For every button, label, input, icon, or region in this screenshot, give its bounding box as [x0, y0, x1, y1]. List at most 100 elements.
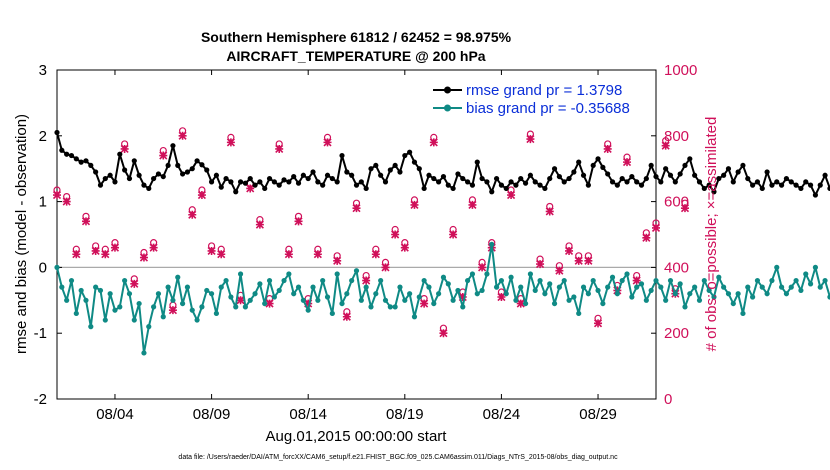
bias-point	[474, 291, 480, 297]
rmse-point	[208, 179, 215, 185]
rmse-point	[701, 185, 707, 192]
obs-assimilated-marker	[120, 144, 129, 154]
obs-assimilated-marker	[188, 210, 197, 219]
rmse-point	[571, 169, 577, 175]
rmse-point	[97, 182, 104, 188]
bias-point	[619, 277, 625, 284]
obs-possible-marker	[111, 239, 119, 247]
obs-assimilated-marker	[603, 144, 612, 154]
rmse-point	[349, 172, 355, 178]
bias-point	[184, 284, 191, 290]
rmse-point	[179, 171, 186, 177]
bias-point	[151, 304, 157, 310]
rmse-point	[498, 182, 505, 188]
obs-possible-marker	[594, 314, 602, 322]
rmse-point	[276, 182, 282, 188]
rmse-point	[532, 179, 538, 185]
rmse-point	[59, 147, 65, 153]
right-y-tick-label: 1000	[664, 62, 697, 79]
bias-point	[658, 284, 664, 290]
rmse-point	[291, 173, 297, 180]
rmse-point	[614, 182, 620, 188]
obs-assimilated-marker	[81, 217, 91, 226]
bias-point	[329, 310, 335, 317]
obs-possible-marker	[256, 216, 264, 224]
bias-point	[576, 310, 582, 317]
rmse-series	[54, 129, 830, 198]
bias-point	[696, 297, 703, 303]
bias-point	[397, 284, 403, 290]
bias-point	[687, 291, 693, 297]
rmse-point	[387, 167, 393, 173]
obs-possible-marker	[101, 245, 109, 253]
obs-possible-marker	[449, 225, 457, 234]
rmse-point	[175, 162, 181, 169]
obs-assimilated-marker	[420, 299, 429, 308]
bias-point	[334, 271, 340, 277]
legend-rmse-label: rmse grand pr = 1.3798	[466, 82, 622, 99]
rmse-point	[677, 171, 683, 177]
rmse-point	[324, 172, 331, 178]
bias-point	[609, 274, 616, 280]
bias-point	[638, 281, 645, 287]
bias-point	[199, 304, 205, 310]
bias-point	[774, 264, 780, 270]
rmse-point	[199, 162, 205, 168]
obs-assimilated-marker	[284, 250, 293, 259]
bias-point	[68, 277, 75, 284]
bias-point	[107, 291, 113, 297]
obs-assimilated-marker	[622, 158, 632, 167]
obs-possible-marker	[72, 245, 80, 253]
rmse-point	[551, 166, 558, 172]
bias-point	[165, 284, 171, 290]
legend: rmse grand pr = 1.3798 bias grand pr = -…	[433, 82, 630, 117]
obs-assimilated-marker	[651, 223, 661, 232]
bias-point	[677, 281, 683, 287]
bias-point	[141, 350, 147, 356]
rmse-point	[609, 179, 616, 185]
rmse-point	[754, 179, 761, 185]
bias-point	[295, 284, 302, 290]
rmse-point	[189, 166, 195, 172]
rmse-point	[807, 182, 814, 188]
left-y-axis: -2 -1 0 1 2 3	[34, 62, 62, 408]
bias-point	[189, 307, 195, 313]
bias-point	[291, 291, 297, 297]
obs-assimilated-marker	[478, 263, 487, 272]
bias-point	[498, 277, 505, 284]
obs-assimilated-marker	[62, 197, 71, 206]
rmse-point	[706, 182, 712, 188]
bias-point	[194, 317, 200, 323]
rmse-point	[213, 172, 220, 178]
bias-point	[324, 294, 331, 300]
rmse-point	[450, 185, 456, 192]
rmse-point	[315, 179, 321, 185]
obs-assimilated-marker	[574, 256, 583, 265]
obs-assimilated-marker	[304, 299, 313, 308]
rmse-point	[783, 175, 790, 182]
bias-point	[750, 294, 756, 300]
obs-assimilated-marker	[497, 292, 506, 302]
bias-point	[122, 277, 128, 284]
rmse-point	[421, 185, 427, 192]
rmse-point	[334, 179, 340, 185]
rmse-point	[827, 185, 830, 192]
bias-point	[764, 291, 770, 297]
rmse-point	[107, 172, 113, 178]
bias-point	[78, 287, 84, 294]
obs-assimilated-marker	[449, 230, 458, 239]
bias-point	[445, 281, 451, 287]
bias-point	[716, 274, 722, 280]
bias-point	[339, 300, 345, 307]
bias-point	[411, 314, 418, 320]
obs-possible-marker	[362, 271, 370, 280]
obs-assimilated-marker	[313, 250, 322, 259]
rmse-point	[378, 172, 384, 178]
rmse-point	[667, 172, 674, 178]
obs-possible-marker	[92, 242, 100, 250]
rmse-point	[711, 189, 717, 195]
rmse-point	[160, 173, 166, 180]
rmse-point	[682, 162, 688, 169]
obs-assimilated-marker	[564, 246, 574, 256]
